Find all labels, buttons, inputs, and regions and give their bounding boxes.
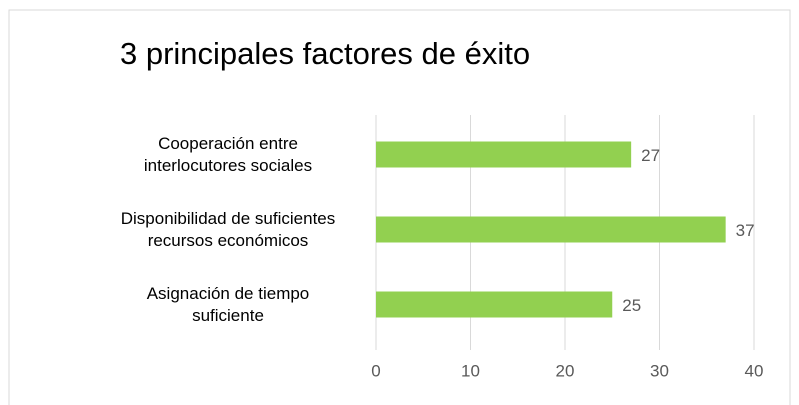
x-tick-label: 20 — [556, 361, 575, 380]
bar — [376, 216, 726, 243]
x-tick-label: 10 — [461, 361, 480, 380]
y-tick-label: Disponibilidad de suficientes recursos e… — [120, 208, 336, 250]
y-tick-label: Asignación de tiempo suficiente — [146, 283, 310, 325]
bar — [376, 141, 632, 168]
value-label: 27 — [641, 146, 660, 165]
x-tick-label: 0 — [371, 361, 380, 380]
bar — [376, 291, 613, 318]
x-tick-label: 30 — [650, 361, 669, 380]
y-tick-label: Cooperación entre interlocutores sociale… — [143, 133, 313, 175]
chart-title: 3 principales factores de éxito — [120, 36, 530, 71]
value-label: 37 — [736, 221, 755, 240]
x-tick-label: 40 — [745, 361, 764, 380]
value-label: 25 — [622, 296, 641, 315]
chart-border — [8, 9, 791, 405]
